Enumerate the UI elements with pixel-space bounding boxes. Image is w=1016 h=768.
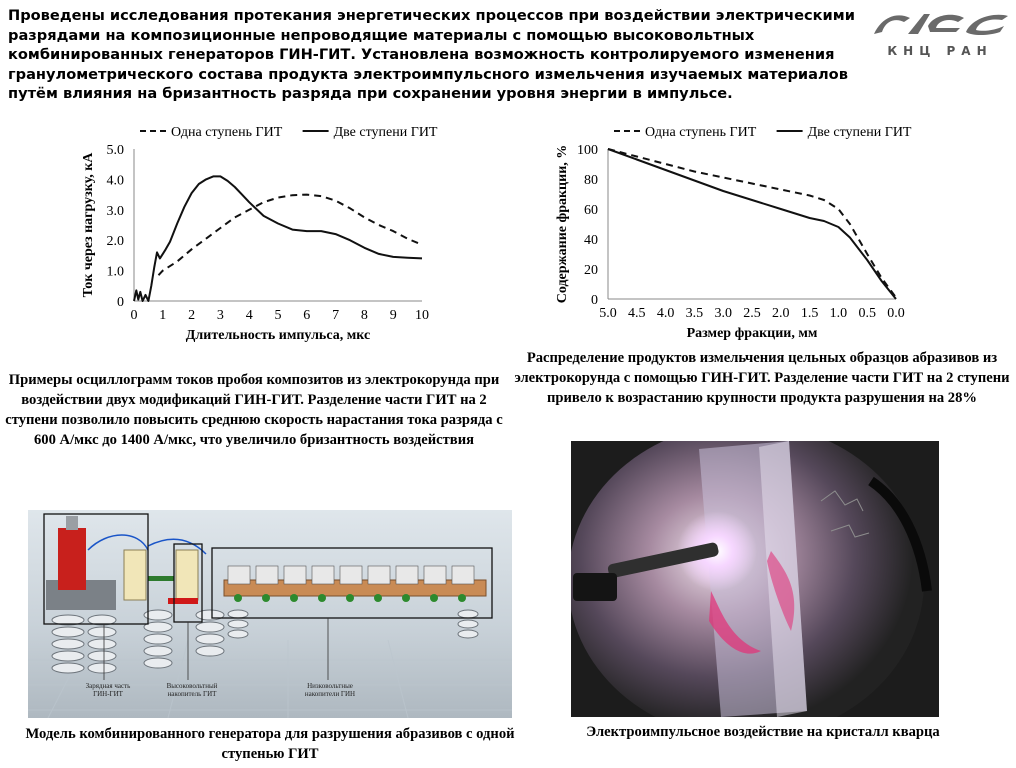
y-tick-label: 4.0 (107, 173, 125, 188)
caption-quartz-crystal: Электроимпульсное воздействие на кристал… (586, 724, 940, 740)
label-hv-storage: Высоковольтный накопитель ГИТ (166, 682, 218, 698)
y-tick-label: 0 (591, 293, 598, 308)
legend-label-2: Две ступени ГИТ (334, 125, 438, 140)
x-tick-label: 6 (303, 308, 310, 323)
x-tick-label: 0.5 (858, 306, 876, 321)
x-tick-label: 1.5 (801, 306, 819, 321)
current-oscillogram-chart: 0 1 2 3 4 5 6 7 8 9 10 5.0 4.0 3.0 2.0 1.0 0 Длительность… (81, 125, 438, 343)
logo-emblem (874, 14, 1008, 35)
x-tick-label: 4.5 (628, 306, 646, 321)
caption-generator-model: Модель комбинированного генератора для р… (25, 726, 515, 762)
y-tick-label: 20 (584, 263, 598, 278)
y-tick-label: 3.0 (107, 204, 125, 219)
legend-label-2: Две ступени ГИТ (808, 125, 912, 140)
fraction-distribution-chart: 5.0 4.5 4.0 3.5 3.0 2.5 2.0 1.5 1.0 0.5 0.0 100 80 60… (555, 125, 912, 341)
generator-model-image: Зарядная часть ГИН-ГИТ Высоковольтный на… (28, 510, 512, 718)
x-tick-label: 1.0 (830, 306, 848, 321)
legend-label-1: Одна ступень ГИТ (171, 125, 283, 140)
label-lv-storage: Низковольтные накопители ГИН (304, 682, 356, 698)
x-tick-label: 1 (159, 308, 166, 323)
x-tick-label: 3.0 (714, 306, 732, 321)
x-axis-title: Длительность импульса, мкс (186, 328, 370, 343)
series-line-2 (133, 175, 423, 302)
x-tick-label: 3 (217, 308, 224, 323)
y-tick-label: 1.0 (107, 265, 125, 280)
y-tick-label: 5.0 (107, 143, 125, 158)
institution-logo: КНЦ РАН (868, 6, 1012, 66)
x-tick-label: 0 (131, 308, 138, 323)
y-tick-label: 40 (584, 233, 598, 248)
y-tick-label: 2.0 (107, 234, 125, 249)
x-tick-label: 5 (275, 308, 282, 323)
logo-text: КНЦ РАН (887, 44, 993, 58)
x-tick-label: 9 (390, 308, 397, 323)
x-tick-label: 2.0 (772, 306, 790, 321)
x-tick-label: 4 (246, 308, 253, 323)
x-tick-label: 5.0 (599, 306, 617, 321)
series-line-1 (157, 193, 423, 276)
caption-distribution: Распределение продуктов измельчения цель… (514, 350, 1010, 406)
x-tick-label: 2.5 (743, 306, 761, 321)
x-tick-label: 10 (415, 308, 429, 323)
x-axis-title: Размер фракции, мм (687, 326, 818, 341)
series-line-2 (607, 148, 897, 300)
x-tick-label: 0.0 (887, 306, 905, 321)
x-tick-label: 8 (361, 308, 368, 323)
legend-label-1: Одна ступень ГИТ (645, 125, 757, 140)
y-tick-label: 0 (117, 295, 124, 310)
series-line-1 (607, 148, 897, 299)
y-tick-label: 100 (577, 143, 598, 158)
x-tick-label: 2 (188, 308, 195, 323)
label-charging-part: Зарядная часть ГИН-ГИТ (85, 682, 131, 698)
y-tick-label: 80 (584, 173, 598, 188)
quartz-crystal-photo (571, 441, 939, 717)
x-tick-label: 4.0 (657, 306, 675, 321)
x-tick-label: 3.5 (686, 306, 704, 321)
caption-oscillogram: Примеры осциллограмм токов пробоя композ… (5, 372, 503, 448)
x-tick-label: 7 (332, 308, 339, 323)
headline: Проведены исследования протекания энерге… (8, 7, 855, 102)
y-tick-label: 60 (584, 203, 598, 218)
y-axis-title: Ток через нагрузку, кА (81, 152, 96, 298)
y-axis-title: Содержание фракции, % (555, 145, 570, 304)
